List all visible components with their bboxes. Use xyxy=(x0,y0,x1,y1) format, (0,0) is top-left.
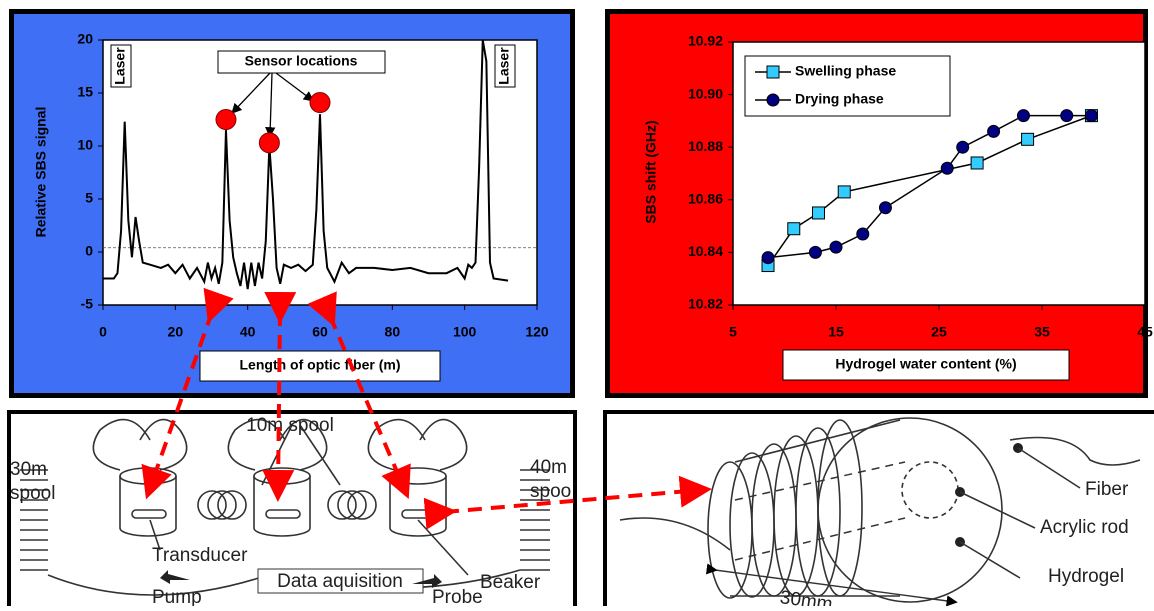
data-point xyxy=(809,246,821,258)
y-axis-label: SBS shift (GHz) xyxy=(643,120,659,223)
y-tick-label: 10.88 xyxy=(688,138,723,154)
diagram-label: 40m xyxy=(530,457,567,478)
diagram-label: Beaker xyxy=(480,572,541,593)
y-tick-label: 20 xyxy=(77,31,93,47)
data-point xyxy=(762,252,774,264)
x-tick-label: 80 xyxy=(385,324,401,340)
x-tick-label: 25 xyxy=(931,324,947,340)
annotation: Laser xyxy=(112,47,128,85)
y-tick-label: 0 xyxy=(85,243,93,259)
data-point xyxy=(1061,110,1073,122)
data-point xyxy=(1017,110,1029,122)
diagram-label: Transducer xyxy=(152,545,248,566)
page: {"chart_data": [ {"type": "line", "panel… xyxy=(0,0,1154,606)
data-point xyxy=(971,157,983,169)
figure: Length of optic fiber (m) Hydrogel water… xyxy=(0,0,1154,606)
sensor-marker xyxy=(310,93,330,113)
y-tick-label: 10 xyxy=(77,137,93,153)
x-tick-label: 0 xyxy=(99,324,107,340)
data-point xyxy=(857,228,869,240)
diagram-label: 30m xyxy=(10,459,47,480)
diagram-label: 10m spool xyxy=(246,415,334,436)
y-tick-label: 10.86 xyxy=(688,191,723,207)
data-point xyxy=(812,207,824,219)
connector xyxy=(278,312,280,490)
data-point xyxy=(1022,133,1034,145)
data-point xyxy=(957,141,969,153)
x-tick-label: 120 xyxy=(525,324,549,340)
y-tick-label: 5 xyxy=(85,190,93,206)
y-axis-label: Relative SBS signal xyxy=(33,107,49,238)
x-axis-label: Length of optic fiber (m) xyxy=(240,357,401,373)
data-point xyxy=(788,223,800,235)
data-point xyxy=(1085,110,1097,122)
sensor-marker xyxy=(216,110,236,130)
diagram-label: Data aquisition xyxy=(277,571,403,592)
diagram-label: Fiber xyxy=(1085,479,1129,500)
diagram-label: Hydrogel xyxy=(1048,566,1124,587)
sensor-marker xyxy=(259,133,279,153)
y-tick-label: 10.82 xyxy=(688,296,723,312)
x-tick-label: 40 xyxy=(240,324,256,340)
y-tick-label: 15 xyxy=(77,84,93,100)
diagram-label: spoo xyxy=(530,481,571,502)
diagram-label: Pump xyxy=(152,587,202,606)
callout: Sensor locations xyxy=(245,53,358,69)
data-point xyxy=(830,241,842,253)
annotation: Laser xyxy=(496,47,512,85)
x-tick-label: 60 xyxy=(312,324,328,340)
y-tick-label: 10.90 xyxy=(688,85,723,101)
diagram-label: Acrylic rod xyxy=(1040,517,1129,538)
x-axis-label: Hydrogel water content (%) xyxy=(835,356,1016,372)
legend-marker xyxy=(767,94,779,106)
y-tick-label: 10.92 xyxy=(688,33,723,49)
y-tick-label: -5 xyxy=(81,296,94,312)
y-tick-label: 10.84 xyxy=(688,243,723,259)
legend-label: Drying phase xyxy=(795,91,884,107)
data-point xyxy=(988,125,1000,137)
data-point xyxy=(941,162,953,174)
data-point xyxy=(838,186,850,198)
x-tick-label: 5 xyxy=(729,324,737,340)
data-point xyxy=(879,202,891,214)
diagram-label: spool xyxy=(10,483,55,504)
legend-marker xyxy=(767,66,779,78)
legend-label: Swelling phase xyxy=(795,63,896,79)
x-tick-label: 45 xyxy=(1137,324,1153,340)
x-tick-label: 35 xyxy=(1034,324,1050,340)
x-tick-label: 100 xyxy=(453,324,477,340)
x-tick-label: 20 xyxy=(168,324,184,340)
diagram-label: Probe xyxy=(432,587,483,606)
x-tick-label: 15 xyxy=(828,324,844,340)
